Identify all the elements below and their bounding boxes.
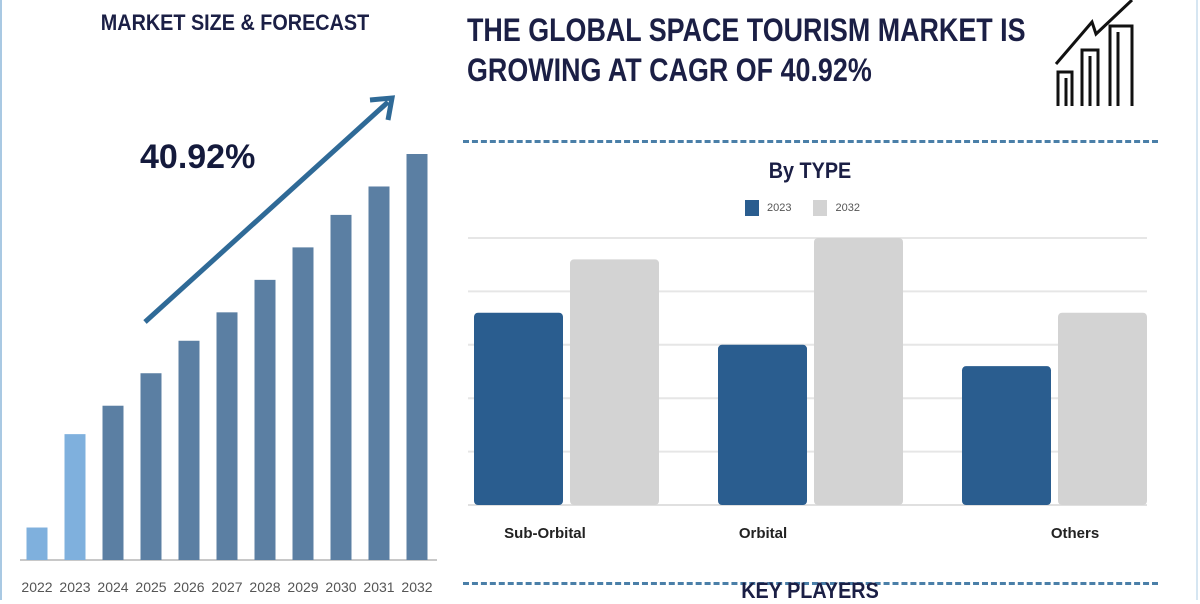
x-tick-label-2027: 2027 — [211, 579, 242, 595]
bar-2022 — [26, 527, 48, 560]
bar-2025 — [140, 373, 162, 560]
headline-line-1: THE GLOBAL SPACE TOURISM MARKET IS — [467, 12, 1026, 48]
legend-swatch-2032 — [813, 200, 828, 216]
legend: 2023 2032 — [745, 200, 860, 216]
x-tick-label-2023: 2023 — [59, 579, 90, 595]
by-type-title: By TYPE — [768, 158, 852, 183]
category-label-others: Others — [1051, 525, 1099, 542]
bar-2027 — [216, 312, 238, 560]
key-players-heading: KEY PLAYERS — [741, 578, 879, 603]
x-tick-label-2024: 2024 — [97, 579, 128, 595]
bar-others-2032 — [1058, 312, 1147, 505]
legend-label-2023: 2023 — [767, 202, 792, 214]
category-label-orbital: Orbital — [739, 525, 787, 542]
cagr-annotation: 40.92% — [140, 138, 256, 176]
x-tick-label-2031: 2031 — [363, 579, 394, 595]
x-tick-label-2022: 2022 — [21, 579, 52, 595]
bar-2026 — [178, 340, 200, 560]
divider-top — [463, 140, 1158, 143]
headline-line-2: GROWING AT CAGR OF 40.92% — [467, 52, 872, 88]
bar-2028 — [254, 279, 276, 560]
bar-2024 — [102, 405, 124, 560]
left-border — [0, 0, 2, 600]
bar-orbital-2032 — [814, 238, 903, 505]
x-tick-label-2028: 2028 — [249, 579, 280, 595]
x-tick-label-2025: 2025 — [135, 579, 166, 595]
right-border — [1196, 0, 1198, 600]
bar-2030 — [330, 214, 352, 560]
bar-sub-orbital-2023 — [474, 312, 563, 505]
growth-bar-chart-icon — [1054, 0, 1134, 106]
bar-2032 — [406, 154, 428, 560]
divider-bottom — [463, 582, 1158, 585]
headline: THE GLOBAL SPACE TOURISM MARKET IS GROWI… — [467, 10, 1026, 90]
legend-label-2032: 2032 — [835, 202, 860, 214]
bar-2031 — [368, 186, 390, 561]
bar-sub-orbital-2032 — [570, 259, 659, 505]
bar-orbital-2023 — [718, 344, 807, 505]
x-tick-label-2030: 2030 — [325, 579, 356, 595]
growth-arrow-head — [369, 95, 396, 121]
bar-2029 — [292, 247, 314, 560]
x-tick-label-2026: 2026 — [173, 579, 204, 595]
legend-swatch-2023 — [745, 200, 759, 216]
market-size-title: MARKET SIZE & FORECAST — [100, 10, 370, 35]
bar-2023 — [64, 434, 86, 560]
market-size-chart: 2022 2023 2024 2025 2026 2027 2028 2029 2030 2031… — [20, 95, 437, 595]
category-label-sub-orbital: Sub-Orbital — [504, 525, 586, 542]
x-tick-label-2029: 2029 — [287, 579, 318, 595]
x-tick-label-2032: 2032 — [401, 579, 432, 595]
bar-others-2023 — [962, 366, 1051, 505]
growth-arrow-line — [143, 100, 390, 324]
